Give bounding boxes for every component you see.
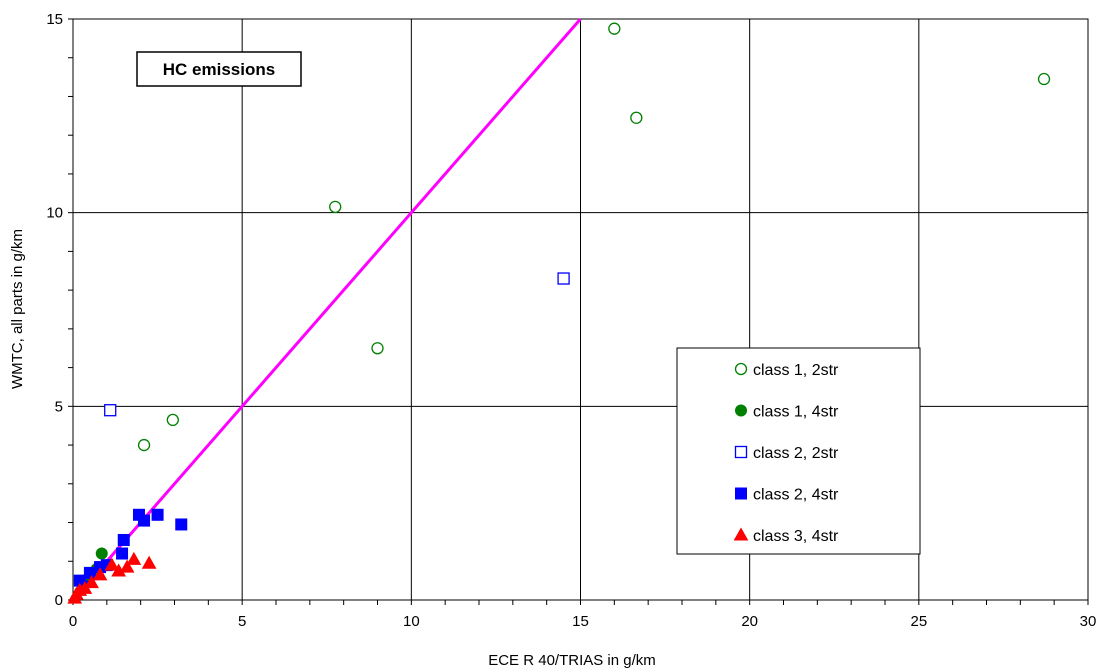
x-tick-label: 20 bbox=[741, 613, 758, 630]
annotation-box: HC emissions bbox=[136, 51, 302, 87]
data-point bbox=[119, 559, 135, 573]
legend-marker bbox=[734, 362, 748, 376]
annotation-frame bbox=[136, 51, 302, 87]
x-tick-label: 5 bbox=[238, 613, 246, 630]
data-point bbox=[175, 518, 188, 531]
legend-marker bbox=[734, 445, 748, 459]
y-axis-title: WMTC, all parts in g/km bbox=[9, 229, 26, 389]
legend-marker bbox=[735, 404, 747, 417]
data-point bbox=[138, 514, 151, 527]
tick-labels: 0 5 10 15 20 25 30 0 5 10 15 bbox=[46, 11, 1096, 630]
y-tick-label: 0 bbox=[55, 592, 63, 609]
y-tick-label: 5 bbox=[55, 398, 63, 415]
x-tick-label: 0 bbox=[69, 613, 77, 630]
data-point bbox=[95, 547, 108, 560]
legend-marker bbox=[735, 487, 747, 500]
y-tick-label: 10 bbox=[46, 205, 63, 222]
y-tick-label: 15 bbox=[46, 11, 63, 28]
data-point bbox=[630, 111, 643, 124]
x-tick-label: 10 bbox=[403, 613, 420, 630]
data-point bbox=[116, 547, 129, 560]
data-point bbox=[117, 533, 130, 546]
x-tick-label: 25 bbox=[910, 613, 927, 630]
data-points bbox=[67, 22, 1051, 604]
data-point bbox=[104, 404, 117, 417]
data-point bbox=[329, 200, 342, 214]
data-point bbox=[151, 508, 164, 521]
annotation-text: HC emissions bbox=[163, 60, 275, 79]
data-point bbox=[137, 438, 151, 452]
legend: class 1, 2str class 1, 4str class 2, 2str c… bbox=[676, 347, 921, 555]
data-point bbox=[141, 555, 157, 569]
legend-label: class 1, 2str bbox=[753, 362, 839, 379]
legend-label: class 1, 4str bbox=[753, 404, 839, 421]
data-point bbox=[67, 590, 83, 604]
legend-frame bbox=[676, 347, 921, 555]
x-tick-label: 15 bbox=[572, 613, 589, 630]
legend-marker bbox=[733, 527, 749, 541]
reference-line bbox=[71, 18, 582, 601]
data-point bbox=[126, 551, 142, 565]
data-point bbox=[83, 566, 96, 579]
data-point bbox=[371, 342, 384, 355]
data-point bbox=[166, 413, 179, 427]
legend-label: class 2, 4str bbox=[753, 487, 839, 504]
x-axis-title: ECE R 40/TRIAS in g/km bbox=[488, 652, 656, 669]
data-point bbox=[104, 557, 120, 571]
data-point bbox=[84, 575, 99, 589]
legend-label: class 3, 4str bbox=[753, 528, 839, 545]
x-tick-label: 30 bbox=[1080, 613, 1097, 630]
data-point bbox=[608, 22, 621, 35]
data-point bbox=[92, 567, 108, 581]
data-point bbox=[557, 272, 570, 285]
data-point bbox=[1037, 72, 1051, 86]
legend-label: class 2, 2str bbox=[753, 445, 839, 462]
